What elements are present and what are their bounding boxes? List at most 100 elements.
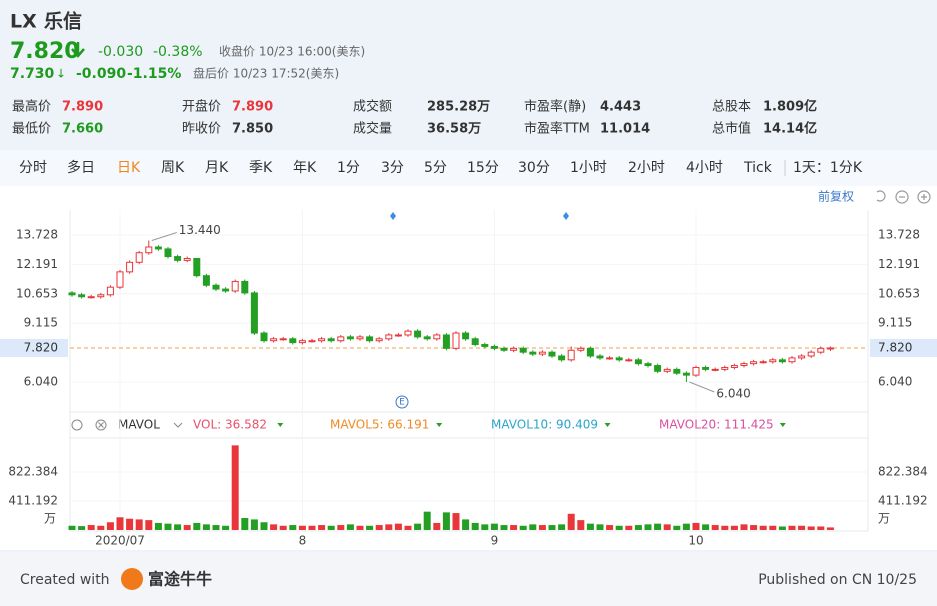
tab[interactable]: 分时 — [19, 160, 47, 176]
candle-body — [490, 345, 498, 349]
candle-body — [682, 372, 690, 376]
volume-bar — [68, 525, 76, 530]
stat-value: 36.58万 — [427, 122, 481, 137]
candle-body — [385, 334, 393, 340]
candle-body — [500, 347, 508, 351]
candle-body — [740, 363, 748, 367]
candle-body — [356, 336, 364, 340]
candle-body — [231, 280, 239, 292]
tab[interactable]: 4小时 — [686, 160, 723, 176]
volume-bar — [817, 526, 825, 530]
candle-body — [510, 347, 518, 351]
candle-body — [135, 252, 143, 263]
earnings-marker[interactable] — [395, 395, 409, 409]
annotation-leader — [151, 232, 177, 241]
candle-body — [442, 334, 450, 349]
tab[interactable]: 1小时 — [570, 160, 607, 176]
y-tick-label: 10.653 — [16, 286, 58, 300]
tab[interactable]: 3分 — [381, 160, 404, 176]
candle-body — [778, 359, 786, 363]
volume-bar — [586, 523, 594, 530]
vol-legend-caret — [436, 423, 443, 427]
brand: 富途牛牛 — [148, 570, 212, 589]
tab[interactable]: 日K — [117, 160, 141, 176]
adjust-button[interactable]: 前复权 — [818, 189, 854, 204]
volume-bar — [298, 525, 306, 530]
tab[interactable]: 5分 — [424, 160, 447, 176]
candle-body — [222, 288, 230, 292]
volume-bar — [750, 525, 758, 530]
chart-panel — [0, 186, 937, 550]
volume-bar — [654, 523, 662, 530]
candle-body — [673, 368, 681, 374]
stat-value: 1.809亿 — [763, 99, 817, 115]
footer-bar — [0, 552, 937, 606]
volume-bar — [807, 526, 815, 530]
tab[interactable]: 周K — [161, 160, 185, 176]
candle-body — [260, 332, 268, 342]
candle-body — [394, 334, 402, 337]
volume-bar — [682, 523, 690, 530]
candle-body — [154, 246, 162, 250]
after-arrow: ↓ — [56, 67, 66, 81]
close-icon[interactable] — [95, 419, 107, 431]
tab[interactable]: Tick — [743, 160, 773, 176]
tab[interactable]: 1天：1分K — [793, 160, 863, 176]
close-icon-x — [98, 422, 104, 428]
volume-bar — [318, 525, 326, 530]
candle-body — [596, 355, 604, 359]
indicator-dropdown[interactable] — [173, 422, 183, 428]
stat-label: 成交额 — [353, 99, 392, 115]
stat-label: 总股本 — [712, 100, 751, 115]
tab[interactable]: 15分 — [467, 160, 499, 176]
candle-body — [126, 261, 134, 273]
zoom-controls[interactable] — [876, 190, 931, 204]
tab[interactable]: 多日 — [67, 159, 95, 176]
candle-body — [375, 338, 383, 342]
change: -0.030 — [98, 44, 143, 60]
volume-bar — [116, 517, 124, 530]
tab[interactable]: 30分 — [518, 160, 550, 176]
tab[interactable]: 1分 — [337, 160, 360, 176]
vol-legend-caret — [779, 423, 786, 427]
volume-bar — [711, 525, 719, 530]
volume-bar — [759, 525, 767, 530]
stat-label: 最高价 — [12, 99, 51, 115]
candle-body — [654, 365, 662, 372]
volume-bar — [826, 527, 834, 530]
candle-body — [318, 338, 326, 342]
settings-icon[interactable] — [71, 419, 83, 431]
candle-body — [826, 347, 834, 350]
candle-body — [769, 359, 777, 363]
candle-body — [289, 338, 297, 344]
candle-body — [116, 271, 124, 288]
volume-bar — [260, 522, 268, 530]
vol-legend: MAVOL5: 66.191 — [330, 418, 429, 432]
volume-bar — [702, 524, 710, 530]
volume-bar — [212, 525, 220, 530]
candle-body — [558, 355, 566, 361]
stat-value: 4.443 — [600, 100, 641, 115]
created-with: Created with — [20, 572, 110, 588]
volume-bar — [644, 524, 652, 530]
candle-body — [606, 357, 614, 360]
volume-bar — [481, 524, 489, 530]
candle-body — [270, 338, 278, 342]
volume-bar — [663, 524, 671, 530]
stat-value: 285.28万 — [427, 100, 490, 115]
last-price-band-right — [870, 338, 937, 357]
x-tick-label: 9 — [491, 534, 499, 548]
tab[interactable]: 2小时 — [628, 160, 665, 176]
vol-tick-label-right: 411.192 — [878, 493, 928, 507]
tab[interactable]: 月K — [205, 160, 229, 176]
tab[interactable]: 季K — [249, 160, 273, 176]
tab[interactable]: 年K — [293, 160, 317, 176]
volume-bar — [385, 524, 393, 530]
volume-bar — [500, 525, 508, 530]
candle-body — [625, 359, 633, 362]
earnings-marker-letter: E — [399, 398, 405, 408]
candle-body — [346, 336, 354, 340]
volume-bar — [308, 525, 316, 530]
indicator-name[interactable]: MAVOL — [118, 418, 160, 432]
